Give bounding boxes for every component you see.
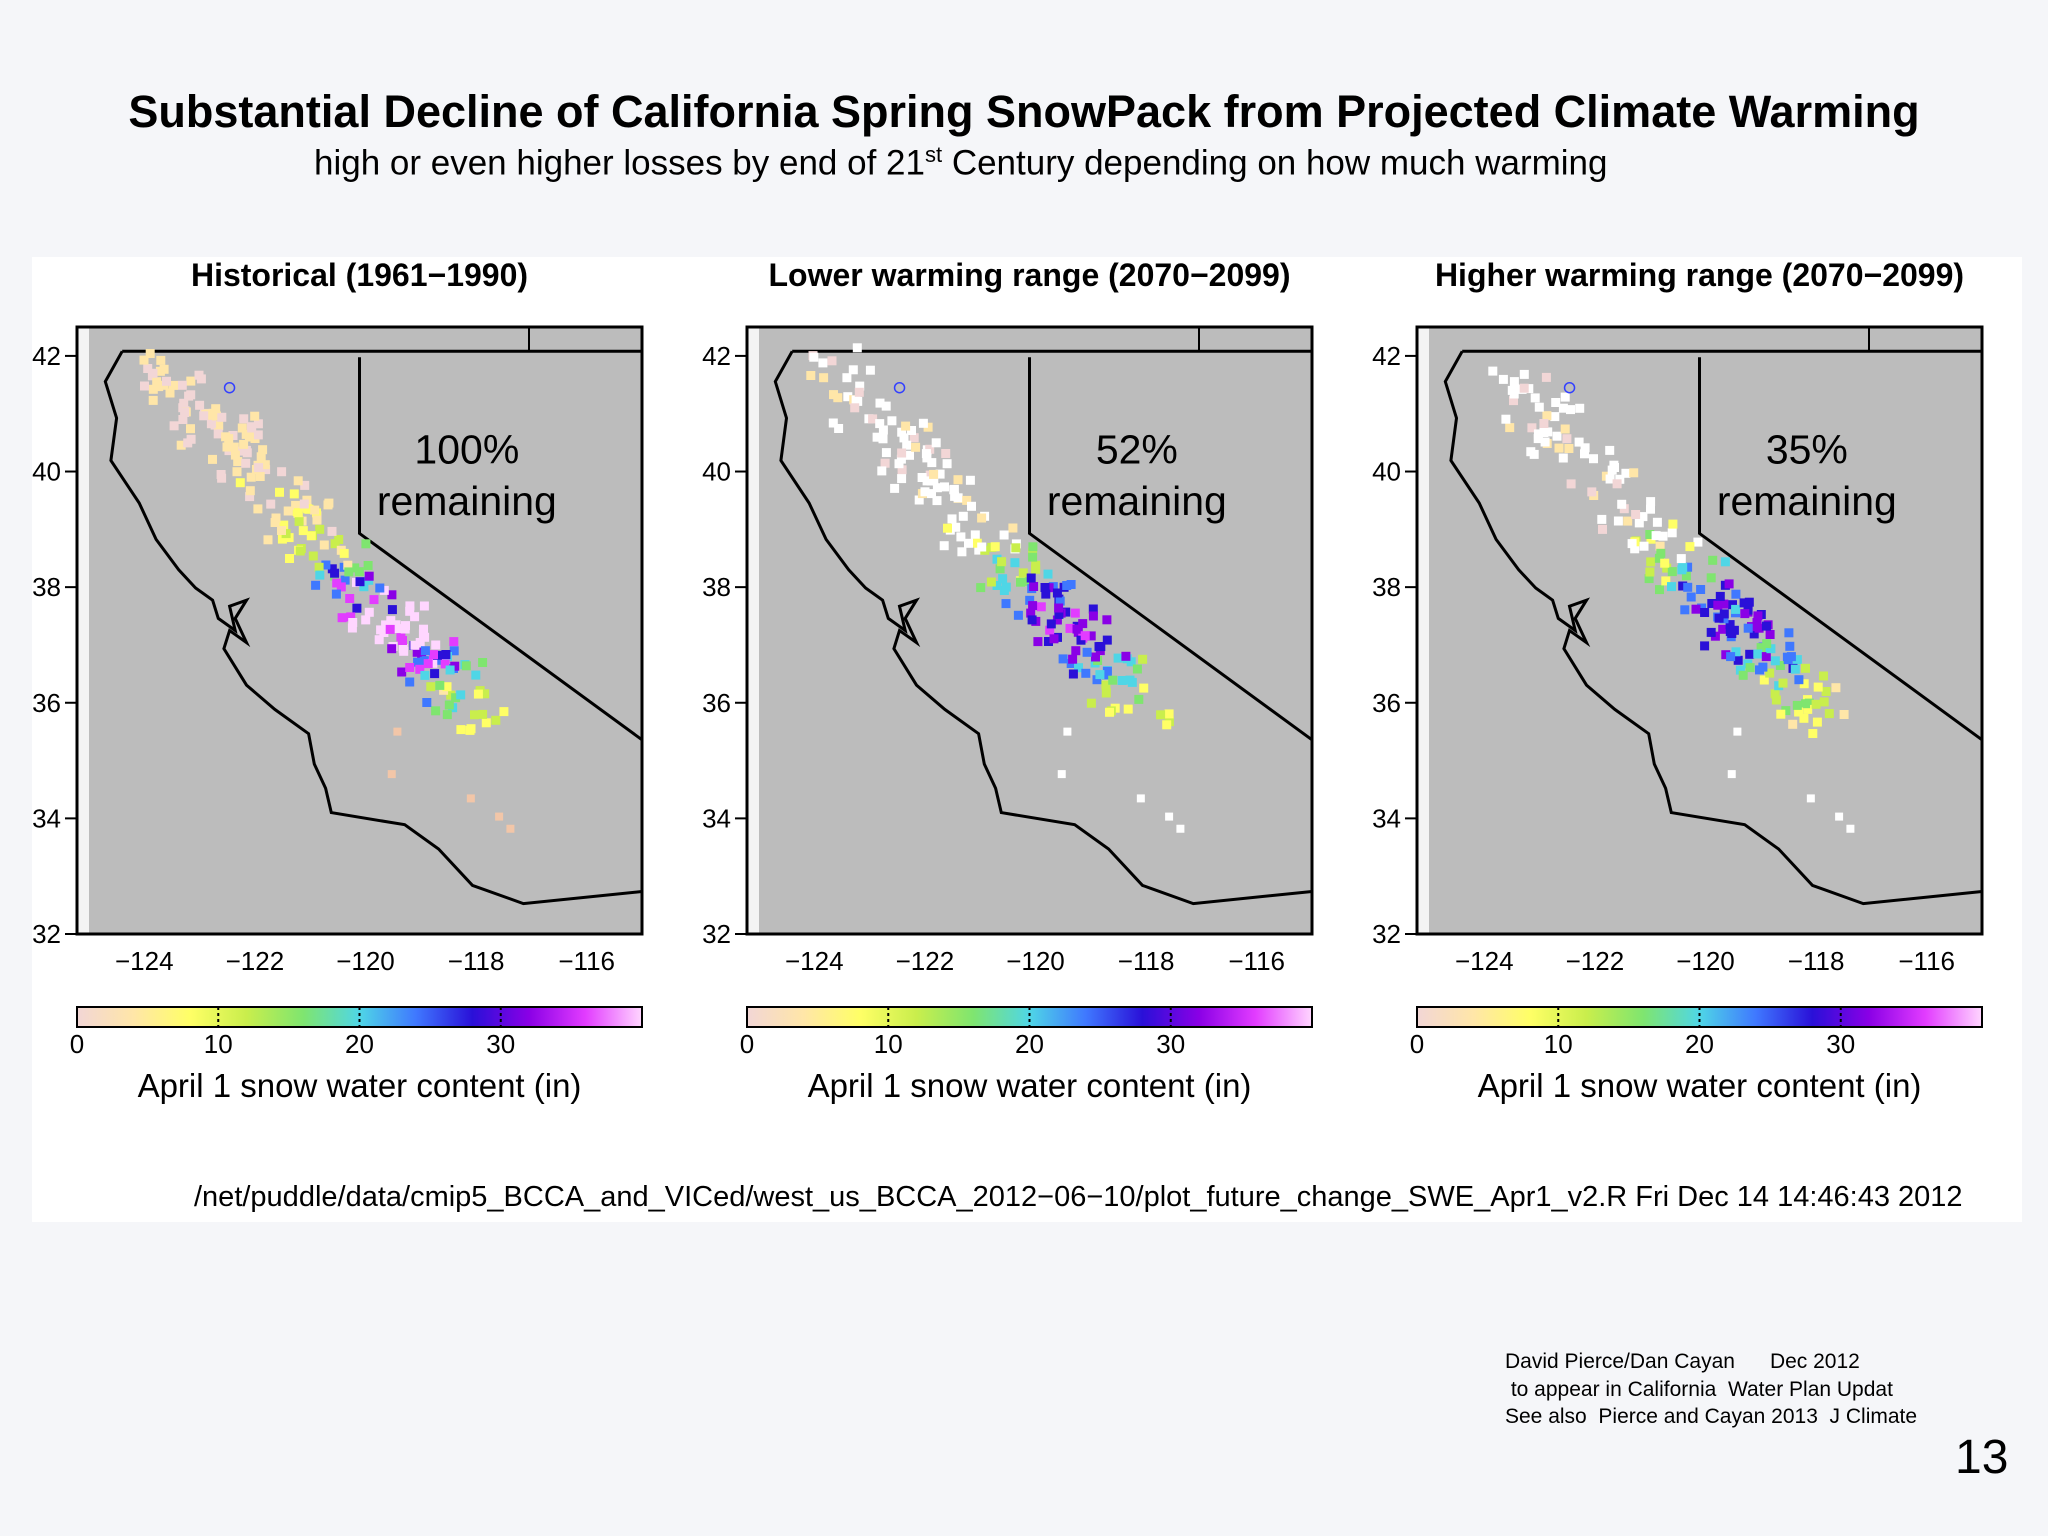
nevada-border (1028, 357, 1313, 742)
lon-tick-label: −122 (1566, 946, 1625, 976)
snowpack-cells (1488, 366, 1855, 833)
colorbar-tick-label: 30 (1156, 1029, 1185, 1059)
panel-title: Lower warming range (2070−2099) (769, 257, 1291, 293)
subtitle-text-end: Century depending on how much warming (942, 143, 1608, 183)
colorbar-tick-label: 10 (1544, 1029, 1573, 1059)
map-panel: Historical (1961−1990) 100% remaining 32 34 3… (32, 257, 644, 1104)
map-panel: Lower warming range (2070−2099) 52% remain… (702, 257, 1314, 1104)
credits-line: to appear in California Water Plan Updat (1505, 1377, 1893, 1401)
nevada-border (358, 357, 643, 742)
colorbar-tick-label: 0 (740, 1029, 754, 1059)
lat-tick-label: 32 (32, 919, 61, 949)
colorbar-tick-label: 30 (1826, 1029, 1855, 1059)
percent-remaining: 100% (414, 427, 519, 473)
map-margin (747, 327, 759, 934)
lat-tick-label: 42 (702, 341, 731, 371)
credits-line: David Pierce/Dan Cayan Dec 2012 (1505, 1350, 1860, 1373)
colorbar-tick-label: 10 (204, 1029, 233, 1059)
lat-tick-label: 34 (1372, 803, 1401, 833)
lat-tick-label: 36 (32, 688, 61, 718)
california-coastline (103, 350, 643, 906)
lat-tick-label: 40 (1372, 457, 1401, 487)
lake-marker (1563, 381, 1576, 394)
colorbar-tick-label: 20 (1015, 1029, 1044, 1059)
colorbar-tick-label: 0 (70, 1029, 84, 1059)
lon-tick-label: −124 (115, 946, 174, 976)
map-margin (1417, 327, 1429, 934)
lake-marker (893, 381, 906, 394)
colorbar-tick-label: 0 (1410, 1029, 1424, 1059)
snowpack-cells (806, 343, 1185, 833)
california-coastline (1443, 350, 1983, 906)
percent-remaining: 52% (1096, 427, 1178, 473)
map-margin (77, 327, 89, 934)
subtitle-superscript: st (924, 142, 943, 167)
colorbar-tick-label: 20 (1685, 1029, 1714, 1059)
colorbar-label: April 1 snow water content (in) (1478, 1067, 1922, 1104)
panel-title: Higher warming range (2070−2099) (1435, 257, 1964, 293)
colorbar-tick-label: 30 (486, 1029, 515, 1059)
credits: David Pierce/Dan Cayan Dec 2012 to appea… (1505, 1348, 1917, 1431)
lon-tick-label: −120 (1676, 946, 1735, 976)
panel-title: Historical (1961−1990) (191, 257, 528, 293)
lon-tick-label: −122 (226, 946, 285, 976)
slide-subtitle: high or even higher losses by end of 21s… (314, 142, 1607, 184)
lat-tick-label: 38 (32, 572, 61, 602)
lon-tick-label: −120 (336, 946, 395, 976)
lat-tick-label: 40 (702, 457, 731, 487)
lat-tick-label: 40 (32, 457, 61, 487)
lon-tick-label: −118 (1118, 946, 1175, 976)
lon-tick-label: −116 (1228, 946, 1285, 976)
lon-tick-label: −118 (1788, 946, 1845, 976)
map-frame (1415, 325, 1984, 936)
lon-tick-label: −116 (1898, 946, 1955, 976)
remaining-label: remaining (377, 478, 557, 524)
nevada-border (1698, 357, 1983, 742)
lat-tick-label: 34 (702, 803, 731, 833)
lat-tick-label: 36 (1372, 688, 1401, 718)
figure-panel: Historical (1961−1990) 100% remaining 32 34 3… (32, 257, 2022, 1222)
snowpack-maps-figure: Historical (1961−1990) 100% remaining 32 34 3… (32, 257, 1984, 1104)
file-path-caption: /net/puddle/data/cmip5_BCCA_and_VICed/we… (194, 1181, 1963, 1213)
lon-tick-label: −124 (1455, 946, 1514, 976)
lat-tick-label: 36 (702, 688, 731, 718)
lat-tick-label: 42 (32, 341, 61, 371)
remaining-label: remaining (1047, 478, 1227, 524)
lat-tick-label: 32 (1372, 919, 1401, 949)
credits-line: See also Pierce and Cayan 2013 J Climate (1505, 1405, 1918, 1428)
lon-tick-label: −122 (896, 946, 955, 976)
map-frame (745, 325, 1314, 936)
lat-tick-label: 32 (702, 919, 731, 949)
colorbar-tick-label: 20 (345, 1029, 374, 1059)
colorbar-label: April 1 snow water content (in) (138, 1067, 582, 1104)
page-number: 13 (1955, 1431, 2009, 1484)
remaining-label: remaining (1717, 478, 1897, 524)
percent-remaining: 35% (1766, 427, 1848, 473)
slide-title: Substantial Decline of California Spring… (128, 86, 1920, 137)
colorbar-tick-label: 10 (874, 1029, 903, 1059)
lon-tick-label: −120 (1006, 946, 1065, 976)
map-frame (75, 325, 644, 936)
lat-tick-label: 38 (1372, 572, 1401, 602)
lat-tick-label: 38 (702, 572, 731, 602)
california-coastline (773, 350, 1313, 906)
lon-tick-label: −124 (785, 946, 844, 976)
subtitle-text: high or even higher losses by end of 21 (314, 143, 925, 183)
lon-tick-label: −116 (558, 946, 615, 976)
lat-tick-label: 34 (32, 803, 61, 833)
lake-marker (223, 381, 236, 394)
lon-tick-label: −118 (448, 946, 505, 976)
snowpack-cells (139, 349, 515, 833)
lat-tick-label: 42 (1372, 341, 1401, 371)
map-panel: Higher warming range (2070−2099) 35% remai… (1372, 257, 1984, 1104)
colorbar-label: April 1 snow water content (in) (808, 1067, 1252, 1104)
